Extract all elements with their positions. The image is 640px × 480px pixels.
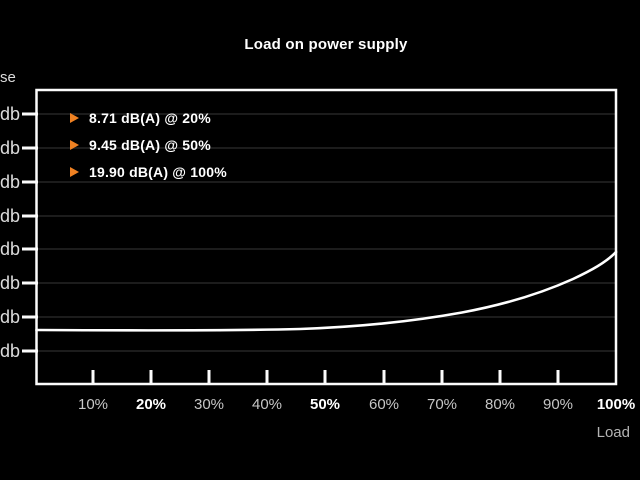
x-tick-label: 70% [426,396,458,413]
y-axis-title-fragment: se [0,69,16,86]
y-ticks [22,112,38,353]
legend-label: 8.71 dB(A) @ 20% [89,110,211,126]
x-tick-label: 80% [484,396,516,413]
y-tick-label: db [0,341,21,361]
x-tick-label: 40% [251,396,283,413]
x-tick-label: 90% [542,396,574,413]
triangle-marker-icon [70,167,79,177]
legend-item: 19.90 dB(A) @ 100% [70,163,227,181]
y-tick-label: db [0,206,21,226]
gridlines [38,113,615,352]
x-tick-label: 100% [596,396,636,413]
x-tick-label: 60% [368,396,400,413]
legend-label: 9.45 dB(A) @ 50% [89,137,211,153]
y-tick-label: db [0,172,21,192]
chart-title: Load on power supply [244,36,408,53]
triangle-marker-icon [70,113,79,123]
y-tick-label: db [0,273,21,293]
triangle-marker-icon [70,140,79,150]
x-tick-label: 50% [309,396,341,413]
legend-item: 8.71 dB(A) @ 20% [70,109,227,127]
x-tick-label: 10% [77,396,109,413]
legend-label: 19.90 dB(A) @ 100% [89,164,227,180]
x-tick-label: 30% [193,396,225,413]
y-tick-label: db [0,239,21,259]
legend: 8.71 dB(A) @ 20% 9.45 dB(A) @ 50% 19.90 … [70,109,227,190]
noise-curve [35,250,618,332]
x-axis-title: Load [596,424,630,441]
plot-border [35,88,618,386]
x-tick-label: 20% [135,396,167,413]
y-tick-label: db [0,104,21,124]
x-ticks [91,370,560,383]
y-tick-label: db [0,138,21,158]
legend-item: 9.45 dB(A) @ 50% [70,136,227,154]
y-tick-label: db [0,307,21,327]
